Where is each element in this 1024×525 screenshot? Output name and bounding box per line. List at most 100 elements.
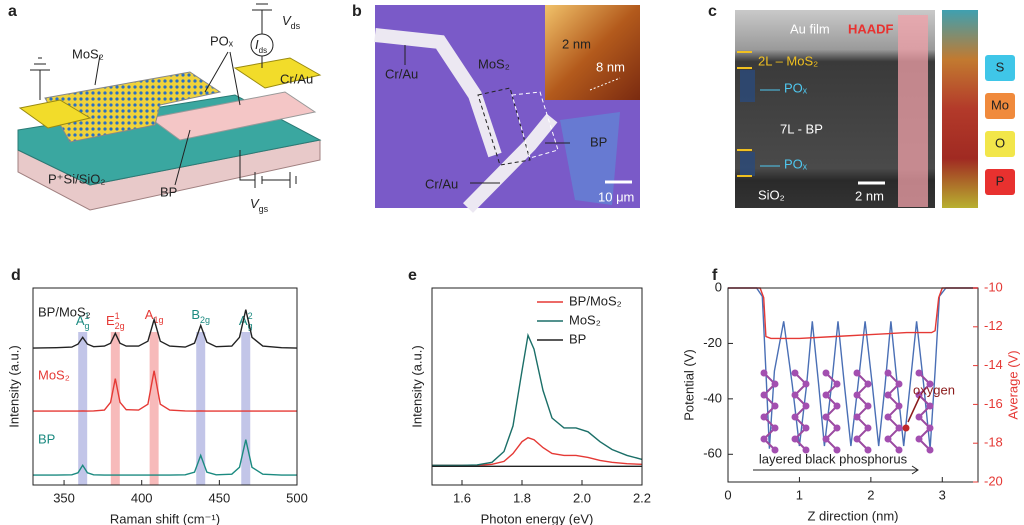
atom <box>802 446 810 454</box>
atom <box>884 413 892 421</box>
atom <box>771 402 779 410</box>
atom <box>760 435 768 443</box>
atom <box>760 413 768 421</box>
plot-frame <box>727 287 979 483</box>
atom <box>895 380 903 388</box>
y2-tick-label: -20 <box>984 473 1003 488</box>
label: Vds <box>282 13 301 31</box>
series-line <box>432 332 643 466</box>
ground-symbol <box>30 57 50 100</box>
profile-line <box>589 77 621 91</box>
subscript: ds <box>259 46 267 55</box>
peak-label: B2g <box>191 307 210 325</box>
pox-region <box>740 152 755 176</box>
atom <box>915 435 923 443</box>
symbol: V <box>250 196 260 211</box>
series-line <box>33 439 297 476</box>
x-tick-label: 1.8 <box>513 490 531 505</box>
y-tick-label: -60 <box>703 446 722 461</box>
plot-frame <box>32 287 298 486</box>
atom <box>802 380 810 388</box>
panel-b: b Cr/Au MoS₂ 2 nm 8 nm BP Cr/Au 10 μm <box>352 3 640 213</box>
label: Vgs <box>250 196 269 214</box>
atom <box>926 424 934 432</box>
y-axis-label: Potential (V) <box>681 349 696 421</box>
base: E <box>106 313 115 328</box>
annotation-arrow <box>753 465 919 475</box>
label: POₓ <box>784 80 808 95</box>
label: Cr/Au <box>280 71 313 86</box>
atom <box>895 402 903 410</box>
atom <box>833 402 841 410</box>
annotation-arrow <box>907 395 921 423</box>
series-label: BP/MoS₂ <box>38 305 91 320</box>
atom <box>864 402 872 410</box>
ammeter <box>250 33 274 57</box>
atom <box>884 369 892 377</box>
label: 2L – MoS₂ <box>758 53 818 68</box>
label: POₓ <box>784 156 808 171</box>
atom <box>833 424 841 432</box>
peak-band <box>241 332 251 485</box>
x-tick-label: 3 <box>939 487 946 502</box>
atom <box>822 413 830 421</box>
label: Cr/Au <box>425 176 458 191</box>
atom <box>771 446 779 454</box>
atom <box>791 413 799 421</box>
panel-letter: c <box>708 3 717 20</box>
atom <box>884 435 892 443</box>
y-tick-label: 0 <box>715 279 722 294</box>
label: MoS₂ <box>72 46 104 61</box>
panel-letter: f <box>712 267 718 284</box>
panel-letter: b <box>352 3 362 20</box>
label: 2 nm <box>562 36 591 51</box>
legend-label: BP/MoS₂ <box>569 293 622 308</box>
atom <box>926 402 934 410</box>
atom <box>926 446 934 454</box>
y2-tick-label: -10 <box>984 279 1003 294</box>
panel-letter: e <box>408 267 417 284</box>
electrode <box>463 113 558 213</box>
legend-swatch <box>985 93 1015 119</box>
series-line <box>728 287 978 340</box>
x-tick-label: 1.6 <box>453 490 471 505</box>
mos2-flake <box>44 71 222 143</box>
contact-pad <box>233 57 322 89</box>
pox-region <box>740 70 755 102</box>
atom <box>802 402 810 410</box>
atom <box>760 369 768 377</box>
legend-label: S <box>996 59 1005 74</box>
arrows <box>404 45 570 184</box>
superscript: 2 <box>248 311 253 321</box>
atom <box>853 413 861 421</box>
x-axis-label: Photon energy (eV) <box>481 511 594 525</box>
leader-lines <box>94 51 241 186</box>
panel-a: a MoS₂ POₓ Cr/Au Vds Ids BP P⁺Si/SiO₂ Vg… <box>8 3 322 214</box>
label: Au film <box>790 21 830 36</box>
legend-swatch <box>985 131 1015 157</box>
x-tick-label: 450 <box>209 490 231 505</box>
x-tick-label: 350 <box>53 490 75 505</box>
base: A <box>76 313 85 328</box>
atom <box>853 369 861 377</box>
layer-markers <box>737 51 752 177</box>
label: HAADF <box>848 21 894 36</box>
atom <box>853 391 861 399</box>
panel-letter: d <box>11 267 21 284</box>
x-tick-label: 2.2 <box>633 490 651 505</box>
atom <box>833 446 841 454</box>
atom <box>791 435 799 443</box>
x-tick-label: 2.0 <box>573 490 591 505</box>
atom <box>864 380 872 388</box>
y2-axis-label: Average (V) <box>1005 350 1020 419</box>
peak-band <box>78 332 88 485</box>
electrode <box>374 28 502 158</box>
y2-tick-label: -16 <box>984 396 1003 411</box>
label: BP <box>590 134 607 149</box>
peak-band <box>196 332 206 485</box>
y2-tick-label: -14 <box>984 357 1003 372</box>
series-line <box>432 436 643 466</box>
label: MoS₂ <box>478 56 510 71</box>
peak-label: A1g <box>145 307 164 325</box>
